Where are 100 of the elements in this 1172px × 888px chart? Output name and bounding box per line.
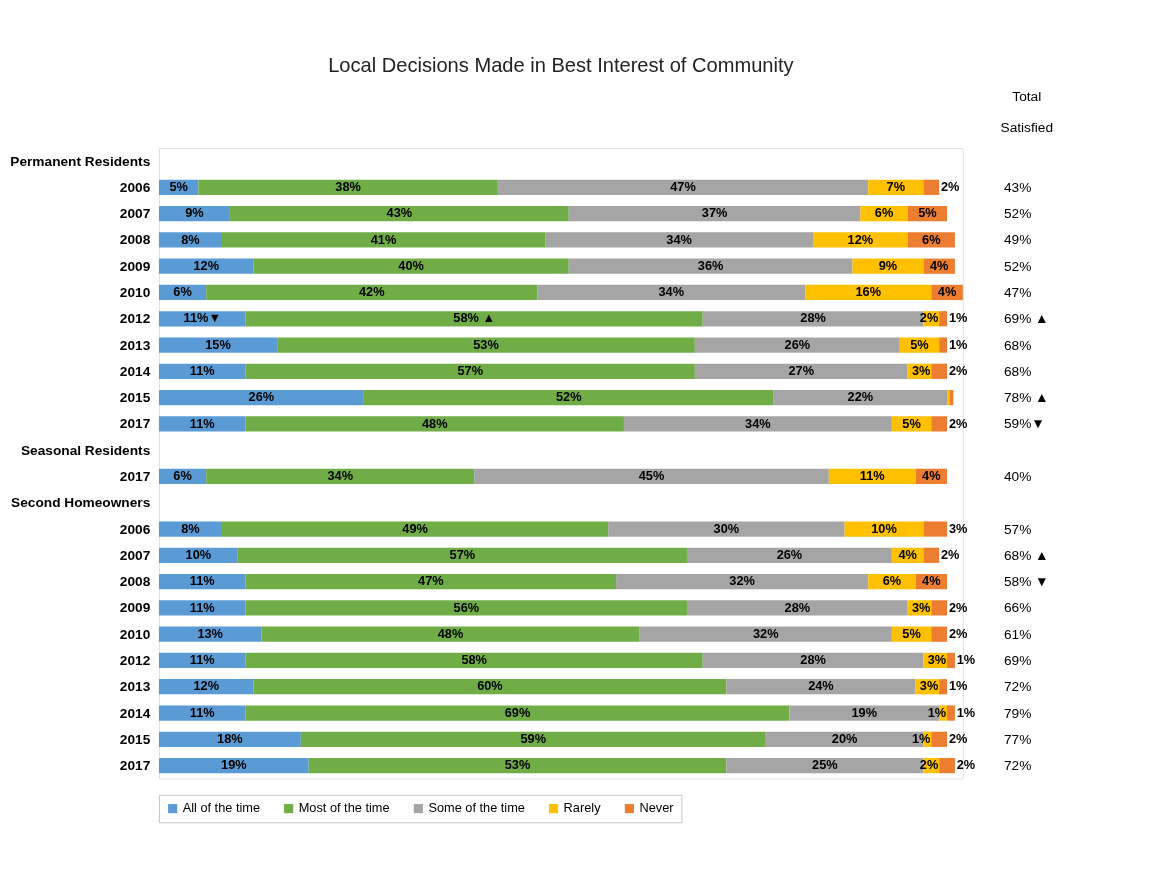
bar (931, 731, 948, 747)
bar (363, 389, 774, 406)
bar (844, 521, 924, 537)
data-label: 6% (173, 468, 193, 484)
data-label: 19% (851, 704, 878, 720)
data-label: 20% (831, 730, 859, 746)
text: 68% (1003, 337, 1032, 353)
bar (773, 389, 948, 406)
bar (206, 468, 475, 485)
bar (158, 232, 222, 248)
data-label: 11% (189, 704, 216, 720)
data-label: 12% (193, 257, 220, 273)
text: 78% ▲ (1003, 390, 1049, 406)
bar (308, 757, 727, 774)
data-label: 7% (886, 178, 906, 194)
data-label: 16% (855, 284, 882, 300)
y-tick-label: 2012 (119, 653, 151, 669)
bar (277, 337, 695, 353)
bar (949, 389, 954, 406)
data-label: 47% (418, 573, 445, 589)
bar (253, 679, 727, 695)
data-label: 30% (713, 520, 740, 536)
bar (568, 205, 861, 222)
data-label: 2% (948, 625, 968, 641)
bar (245, 311, 703, 327)
data-label: 13% (197, 625, 224, 641)
bar (245, 363, 695, 379)
data-label: 18% (217, 730, 244, 746)
data-label: 3% (911, 362, 932, 378)
legend-label: All of the time (182, 800, 261, 816)
legend-label: Most of the time (298, 800, 390, 816)
y-tick-label: 2017 (119, 416, 151, 432)
text: 79% (1003, 705, 1032, 721)
text: 72% (1003, 679, 1032, 695)
data-label: 11% (859, 468, 886, 484)
bar (300, 731, 766, 747)
data-label: 11%▼ (183, 310, 222, 326)
bar (616, 573, 869, 590)
bar (545, 232, 814, 248)
bar (497, 179, 869, 195)
data-label: 43% (386, 205, 413, 221)
text: 72% (1003, 758, 1032, 774)
data-label: 41% (370, 231, 397, 247)
data-label: 58% ▲ (453, 310, 496, 326)
text: 52% (1003, 258, 1032, 274)
data-label: 4% (937, 284, 957, 300)
y-tick-label: Second Homeowners (11, 495, 151, 511)
data-label: 11% (189, 573, 216, 589)
data-label: 3% (927, 652, 947, 668)
data-label: 6% (882, 573, 902, 589)
data-label: 4% (898, 546, 918, 562)
text: 69% (1003, 653, 1032, 669)
chart-title: Local Decisions Made in Best Interest of Community (328, 54, 794, 77)
y-tick-label: 2015 (119, 390, 151, 406)
bar (931, 416, 948, 432)
data-label: 5% (910, 336, 930, 352)
data-label: 28% (784, 599, 811, 615)
data-label: 6% (874, 205, 894, 221)
bar (221, 521, 609, 537)
data-label: 5% (902, 625, 922, 641)
data-label: 6% (922, 231, 942, 247)
data-label: 2% (948, 730, 968, 746)
data-label: 1% (948, 310, 968, 326)
bar (931, 363, 948, 379)
y-tick-label: Seasonal Residents (20, 442, 151, 458)
data-label: 34% (666, 231, 693, 247)
bar (261, 626, 640, 642)
data-label: 32% (729, 573, 756, 589)
data-label: 3% (919, 678, 939, 694)
data-label: 26% (784, 336, 811, 352)
data-label: 45% (638, 468, 665, 484)
y-tick-label: 2012 (119, 311, 151, 327)
y-tick-label: 2007 (119, 206, 151, 222)
data-label: 2% (956, 757, 976, 773)
bar (253, 258, 569, 274)
y-tick-label: 2017 (119, 469, 151, 485)
data-label: 2% (941, 178, 961, 194)
data-label: 60% (477, 678, 504, 694)
bar (923, 521, 948, 537)
data-label: 32% (753, 625, 780, 641)
data-label: 34% (745, 415, 772, 431)
y-tick-label: 2008 (119, 232, 151, 248)
data-label: 4% (929, 257, 950, 273)
data-label: 4% (922, 573, 942, 589)
text: Total Satisfied (1000, 88, 1054, 135)
bar (686, 547, 892, 563)
bar (923, 547, 940, 563)
bar (694, 363, 908, 379)
data-label: 1% (956, 652, 976, 668)
y-tick-label: 2010 (119, 626, 151, 642)
data-label: 11% (189, 599, 216, 615)
bar (939, 311, 948, 327)
text: 59%▼ (1003, 416, 1045, 432)
data-label: 15% (205, 336, 232, 352)
y-tick-label: 2010 (119, 285, 151, 301)
data-label: 12% (847, 231, 874, 247)
bar (221, 232, 546, 248)
y-tick-label: 2015 (119, 731, 151, 747)
bar (158, 389, 364, 406)
y-tick-label: 2013 (119, 337, 151, 353)
